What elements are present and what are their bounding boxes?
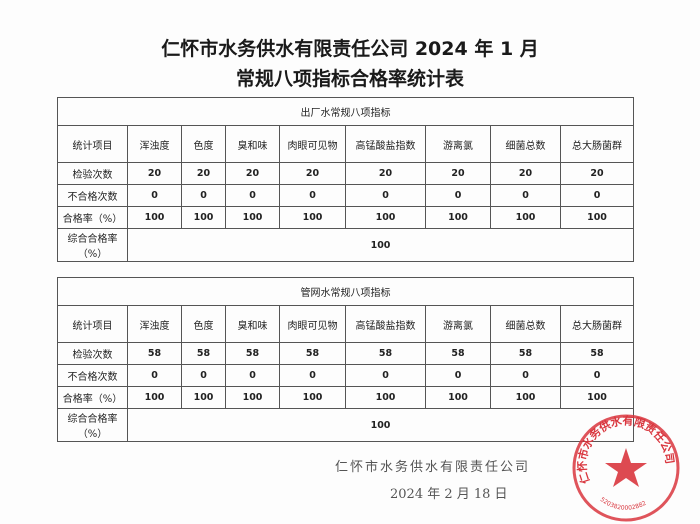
column-header: 高锰酸盐指数 — [345, 305, 426, 343]
table-row: 不合格次数 0 0 0 0 0 0 0 0 — [57, 364, 635, 387]
column-header: 游离氯 — [425, 125, 491, 163]
cell-value: 20 — [279, 162, 346, 185]
cell-value: 100 — [345, 206, 426, 229]
cell-value: 20 — [181, 162, 226, 185]
table-caption: 出厂水常规八项指标 — [56, 97, 635, 126]
column-header: 游离氯 — [425, 305, 491, 343]
company-seal: 仁怀市水务供水有限责任公司 5203820002882 — [572, 413, 680, 522]
cell-value: 20 — [225, 162, 280, 185]
cell-value: 20 — [425, 162, 491, 185]
cell-value: 100 — [559, 386, 635, 409]
row-label: 合格率（%） — [57, 386, 128, 409]
cell-value: 0 — [559, 184, 635, 207]
column-header: 高锰酸盐指数 — [345, 125, 426, 163]
table-row: 合格率（%） 100 100 100 100 100 100 100 100 — [57, 386, 635, 409]
title-line-2: 常规八项指标合格率统计表 — [235, 68, 464, 90]
cell-value: 0 — [181, 184, 226, 207]
cell-value: 100 — [127, 206, 182, 229]
row-label: 合格率（%） — [57, 206, 128, 229]
row-label: 不合格次数 — [57, 184, 128, 207]
cell-value: 0 — [490, 184, 561, 207]
svg-text:5203820002882: 5203820002882 — [599, 496, 648, 512]
column-header: 浑浊度 — [127, 125, 182, 163]
cell-value: 0 — [490, 364, 561, 387]
table-row: 不合格次数 0 0 0 0 0 0 0 0 — [57, 184, 635, 207]
signature-date: 2024 年 2 月 18 日 — [390, 487, 508, 502]
cell-value: 0 — [279, 364, 346, 387]
cell-value: 58 — [490, 342, 561, 365]
cell-value: 100 — [225, 386, 280, 409]
table-row: 检验次数 58 58 58 58 58 58 58 58 — [57, 342, 635, 365]
cell-value: 0 — [345, 184, 426, 207]
cell-value: 20 — [345, 162, 426, 185]
cell-value: 100 — [559, 206, 635, 229]
table-caption: 管网水常规八项指标 — [56, 277, 635, 306]
cell-value: 0 — [127, 364, 182, 387]
cell-value: 58 — [559, 342, 635, 365]
cell-value: 58 — [425, 342, 491, 365]
row-label: 检验次数 — [57, 162, 128, 185]
cell-value: 100 — [425, 386, 491, 409]
title-line-1: 仁怀市水务供水有限责任公司 2024 年 1 月 — [161, 38, 539, 60]
cell-value: 0 — [425, 364, 491, 387]
column-header: 统计项目 — [57, 125, 128, 163]
column-header: 肉眼可见物 — [279, 125, 346, 163]
cell-value: 100 — [181, 386, 226, 409]
column-header: 浑浊度 — [127, 305, 182, 343]
row-label: 检验次数 — [57, 342, 128, 365]
table-row: 检验次数 20 20 20 20 20 20 20 20 — [57, 162, 635, 185]
cell-value: 0 — [181, 364, 226, 387]
seal-code: 5203820002882 — [599, 496, 648, 512]
overall-value: 100 — [126, 408, 635, 442]
cell-value: 58 — [345, 342, 426, 365]
cell-value: 0 — [225, 364, 280, 387]
row-label: 不合格次数 — [57, 364, 128, 387]
column-header: 统计项目 — [57, 305, 128, 343]
column-header: 臭和味 — [225, 305, 280, 343]
cell-value: 58 — [127, 342, 182, 365]
cell-value: 58 — [279, 342, 346, 365]
column-header: 臭和味 — [225, 125, 280, 163]
cell-value: 100 — [345, 386, 426, 409]
seal-star-icon — [605, 448, 647, 487]
column-header: 肉眼可见物 — [279, 305, 346, 343]
cell-value: 100 — [279, 386, 346, 409]
column-header: 总大肠菌群 — [559, 305, 635, 343]
network-water-table: 管网水常规八项指标 统计项目 浑浊度 色度 臭和味 肉眼可见物 高锰酸盐指数 游离氯 细菌总数总… — [56, 277, 635, 442]
table-row: 合格率（%） 100 100 100 100 100 100 100 100 — [57, 206, 635, 229]
cell-value: 100 — [127, 386, 182, 409]
cell-value: 100 — [490, 206, 561, 229]
column-header: 细菌总数 — [490, 125, 561, 163]
signature-company: 仁怀市水务供水有限责任公司 — [335, 460, 531, 475]
column-header: 色度 — [181, 305, 226, 343]
cell-value: 0 — [127, 184, 182, 207]
overall-value: 100 — [126, 228, 635, 262]
factory-water-table: 出厂水常规八项指标 统计项目 浑浊度 色度 臭和味 肉眼可见物 高锰酸盐指数 游离氯 细菌总数总… — [56, 97, 635, 262]
cell-value: 0 — [279, 184, 346, 207]
column-header: 细菌总数 — [490, 305, 561, 343]
cell-value: 100 — [490, 386, 561, 409]
cell-value: 100 — [425, 206, 491, 229]
cell-value: 20 — [490, 162, 561, 185]
cell-value: 100 — [181, 206, 226, 229]
cell-value: 20 — [127, 162, 182, 185]
cell-value: 0 — [425, 184, 491, 207]
column-header: 色度 — [181, 125, 226, 163]
cell-value: 0 — [225, 184, 280, 207]
cell-value: 58 — [225, 342, 280, 365]
cell-value: 100 — [279, 206, 346, 229]
cell-value: 20 — [559, 162, 635, 185]
column-header: 总大肠菌群 — [559, 125, 635, 163]
overall-label: 综合合格率（%） — [57, 228, 128, 262]
cell-value: 0 — [345, 364, 426, 387]
cell-value: 58 — [181, 342, 226, 365]
overall-label: 综合合格率（%） — [57, 408, 128, 442]
cell-value: 100 — [225, 206, 280, 229]
cell-value: 0 — [559, 364, 635, 387]
